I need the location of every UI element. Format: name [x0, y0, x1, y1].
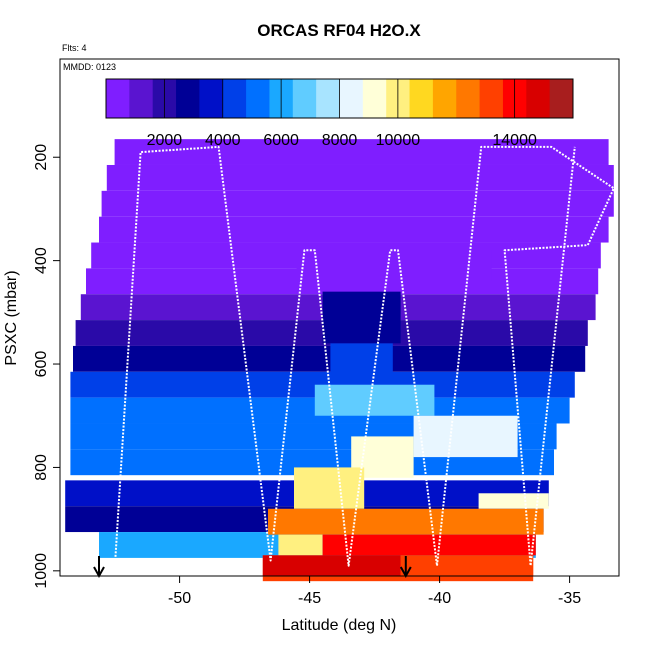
x-axis: -50 -45 -40 -35	[168, 576, 581, 607]
flights-annotation: Flts: 4	[62, 43, 87, 53]
heatmap-row-1	[106, 164, 614, 191]
heatmap-patch-0	[296, 250, 492, 282]
heatmap-patch-9	[278, 534, 323, 556]
heatmap-row-8	[73, 345, 586, 372]
colorbar-swatch-9	[316, 79, 340, 118]
colorbar: 2000 4000 6000 8000 10000 14000	[105, 78, 574, 149]
colorbar-swatch-1	[129, 79, 154, 118]
heatmap-patch-8	[268, 508, 544, 535]
colorbar-tick-label-4: 10000	[376, 132, 421, 149]
colorbar-tick-label-2: 6000	[263, 132, 299, 149]
heatmap-patch-12	[400, 555, 534, 576]
colorbar-swatch-11	[362, 79, 387, 118]
chart-title: ORCAS RF04 H2O.X	[257, 21, 421, 40]
y-axis-label: PSXC (mbar)	[3, 270, 20, 365]
heatmap-patch-7	[478, 493, 549, 509]
heatmap-patch-10	[322, 534, 536, 556]
heatmap-patch-6	[294, 467, 365, 509]
y-tick-label-1: 400	[33, 247, 50, 274]
colorbar-tick-label-0: 2000	[147, 132, 183, 149]
colorbar-swatch-18	[526, 79, 551, 118]
heatmap-patch-1	[322, 291, 401, 344]
flight-track-line	[113, 145, 615, 571]
colorbar-swatch-19	[549, 79, 574, 118]
colorbar-tick-label-5: 14000	[492, 132, 537, 149]
colorbar-swatch-0	[106, 79, 130, 118]
y-axis: 200 400 600 800 1000	[33, 144, 60, 589]
date-annotation: MMDD: 0123	[63, 62, 116, 72]
colorbar-swatch-15	[456, 79, 481, 118]
y-tick-label-2: 600	[33, 351, 50, 378]
heatmap-patch-11	[262, 555, 401, 576]
x-tick-label-0: -50	[168, 590, 191, 607]
flight-track	[113, 145, 615, 571]
colorbar-swatch-4	[199, 79, 224, 118]
heatmap-row-3	[99, 216, 609, 243]
colorbar-swatch-6	[246, 79, 270, 118]
colorbar-tick-label-3: 8000	[322, 132, 358, 149]
colorbar-swatch-13	[409, 79, 434, 118]
heatmap-row-0	[114, 139, 609, 165]
colorbar-swatch-10	[339, 79, 364, 118]
heatmap-patch-4	[413, 415, 518, 458]
colorbar-swatch-8	[292, 79, 317, 118]
x-tick-label-2: -40	[428, 590, 451, 607]
heatmap-cells	[65, 139, 614, 582]
colorbar-swatch-16	[479, 79, 504, 118]
plot-frame	[59, 58, 620, 577]
colorbar-swatch-3	[176, 79, 200, 118]
y-tick-label-3: 800	[33, 454, 50, 481]
x-tick-label-1: -45	[298, 590, 321, 607]
y-tick-label-4: 1000	[33, 553, 50, 589]
x-tick-label-3: -35	[558, 590, 581, 607]
y-tick-label-0: 200	[33, 144, 50, 171]
x-axis-label: Latitude (deg N)	[282, 617, 397, 634]
colorbar-swatch-14	[432, 79, 457, 118]
heatmap-row-2	[101, 190, 614, 217]
colorbar-swatch-5	[222, 79, 247, 118]
colorbar-tick-label-1: 4000	[205, 132, 241, 149]
